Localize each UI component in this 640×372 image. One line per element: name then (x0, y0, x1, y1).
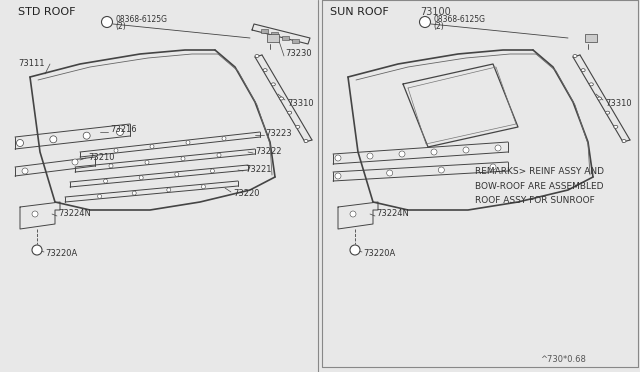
Circle shape (350, 245, 360, 255)
Circle shape (217, 153, 221, 157)
Text: 73310: 73310 (287, 99, 314, 109)
Ellipse shape (304, 140, 308, 142)
Ellipse shape (271, 83, 275, 86)
Circle shape (140, 176, 143, 180)
Ellipse shape (605, 111, 610, 114)
Text: 73223: 73223 (265, 129, 292, 138)
Text: 73224N: 73224N (376, 209, 409, 218)
Text: 73210: 73210 (88, 153, 115, 161)
Circle shape (22, 168, 28, 174)
Text: STD ROOF: STD ROOF (18, 7, 76, 17)
Bar (282, 36, 289, 39)
Text: 73216: 73216 (110, 125, 136, 135)
Text: 73224N: 73224N (58, 209, 91, 218)
Bar (267, 34, 279, 42)
Text: 73222: 73222 (255, 148, 282, 157)
Text: 73111: 73111 (18, 60, 45, 68)
Circle shape (202, 185, 205, 189)
Ellipse shape (573, 55, 577, 58)
Circle shape (132, 191, 136, 195)
Circle shape (150, 144, 154, 148)
Circle shape (116, 128, 124, 135)
Bar (261, 29, 268, 33)
Circle shape (211, 169, 214, 173)
Ellipse shape (589, 83, 593, 86)
Circle shape (145, 160, 149, 164)
Circle shape (186, 141, 190, 144)
Circle shape (32, 211, 38, 217)
Circle shape (463, 147, 469, 153)
Text: SUN ROOF: SUN ROOF (330, 7, 388, 17)
Ellipse shape (255, 55, 259, 58)
Text: (2): (2) (115, 22, 125, 32)
Bar (271, 32, 278, 36)
Text: 73310: 73310 (605, 99, 632, 109)
Circle shape (17, 140, 24, 147)
Circle shape (367, 153, 373, 159)
Text: (2): (2) (433, 22, 444, 32)
Bar (585, 34, 597, 42)
Text: 08368-6125G: 08368-6125G (115, 16, 167, 25)
Text: S: S (105, 19, 109, 25)
Circle shape (399, 151, 405, 157)
Ellipse shape (263, 69, 267, 72)
Ellipse shape (296, 125, 300, 128)
Circle shape (32, 245, 42, 255)
Circle shape (335, 173, 341, 179)
Text: 73220A: 73220A (45, 250, 77, 259)
Text: 73221: 73221 (245, 166, 271, 174)
Circle shape (104, 179, 108, 183)
Text: 73220A: 73220A (363, 250, 396, 259)
Circle shape (102, 16, 113, 28)
Circle shape (350, 211, 356, 217)
Ellipse shape (622, 140, 626, 142)
Circle shape (438, 167, 444, 173)
Circle shape (181, 157, 185, 161)
Circle shape (222, 137, 226, 141)
Circle shape (109, 164, 113, 168)
Circle shape (72, 159, 78, 165)
Bar (292, 39, 299, 43)
Circle shape (114, 148, 118, 153)
Circle shape (495, 145, 501, 151)
Text: 73100: 73100 (420, 7, 451, 17)
Ellipse shape (598, 97, 602, 100)
Circle shape (419, 16, 431, 28)
Text: 73220: 73220 (233, 189, 259, 199)
Circle shape (83, 132, 90, 139)
Ellipse shape (614, 125, 618, 128)
Text: ^730*0.68: ^730*0.68 (540, 356, 586, 365)
Circle shape (175, 172, 179, 176)
Text: S: S (423, 19, 427, 25)
Ellipse shape (280, 97, 284, 100)
Text: REMARKS> REINF ASSY AND
BOW-ROOF ARE ASSEMBLED
ROOF ASSY FOR SUNROOF: REMARKS> REINF ASSY AND BOW-ROOF ARE ASS… (475, 167, 604, 205)
Text: 73230: 73230 (285, 49, 312, 58)
Circle shape (167, 188, 171, 192)
Circle shape (335, 155, 341, 161)
Circle shape (431, 149, 437, 155)
Ellipse shape (581, 69, 585, 72)
Circle shape (490, 164, 496, 170)
Circle shape (387, 170, 393, 176)
Circle shape (97, 194, 102, 198)
Text: 08368-6125G: 08368-6125G (433, 16, 485, 25)
Circle shape (50, 136, 57, 143)
Ellipse shape (287, 111, 292, 114)
